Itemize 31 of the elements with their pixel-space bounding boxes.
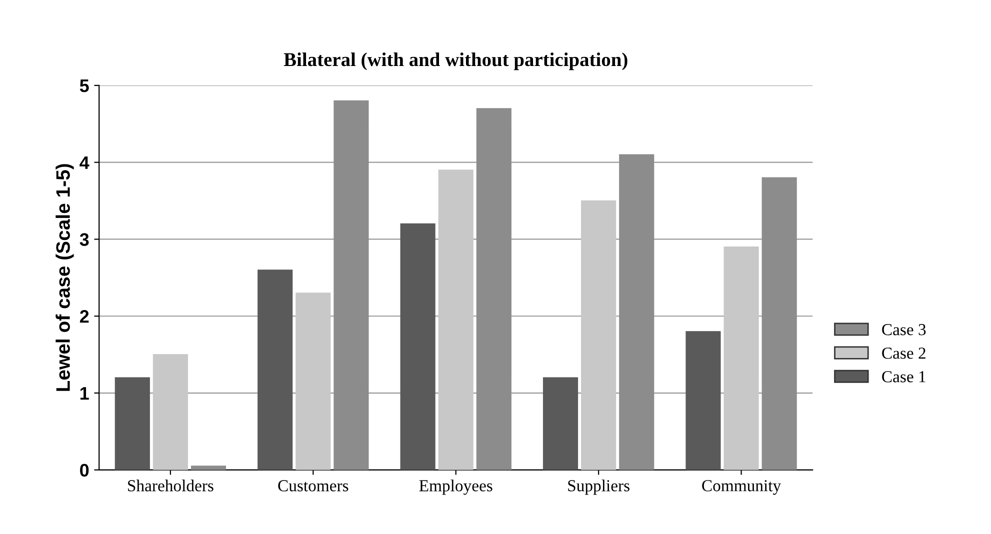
x-tick-label: Shareholders — [128, 480, 214, 492]
bar — [258, 270, 293, 470]
legend-label: Case 3 — [882, 324, 926, 336]
y-tick-label: 5 — [80, 80, 89, 92]
bar — [400, 223, 436, 470]
y-tick-label: 4 — [80, 156, 90, 169]
y-tick-label: 2 — [80, 310, 89, 323]
x-tick-label: Community — [702, 480, 782, 495]
x-tick-label: Suppliers — [568, 480, 630, 495]
bar — [762, 177, 797, 470]
bar — [619, 154, 654, 470]
bar — [114, 377, 150, 470]
y-axis-title: Lewel of case (Scale 1-5) — [56, 164, 74, 391]
bar — [724, 246, 759, 470]
x-tick-label: Employees — [419, 480, 492, 495]
bar — [334, 100, 369, 470]
bar — [152, 354, 188, 470]
bar — [296, 292, 331, 470]
legend-label: Case 1 — [882, 371, 926, 382]
bar — [686, 331, 721, 470]
y-tick-label: 3 — [80, 233, 89, 246]
bar — [438, 170, 474, 470]
bar — [190, 466, 226, 470]
x-tick-label: Customers — [278, 480, 348, 492]
legend-label: Case 2 — [882, 348, 926, 359]
bar — [542, 377, 578, 470]
y-tick-label: 1 — [80, 387, 89, 400]
bar — [476, 108, 512, 470]
y-tick-label: 0 — [80, 464, 89, 477]
bar — [581, 200, 616, 470]
chart-title: Bilateral (with and without participation) — [284, 52, 628, 70]
